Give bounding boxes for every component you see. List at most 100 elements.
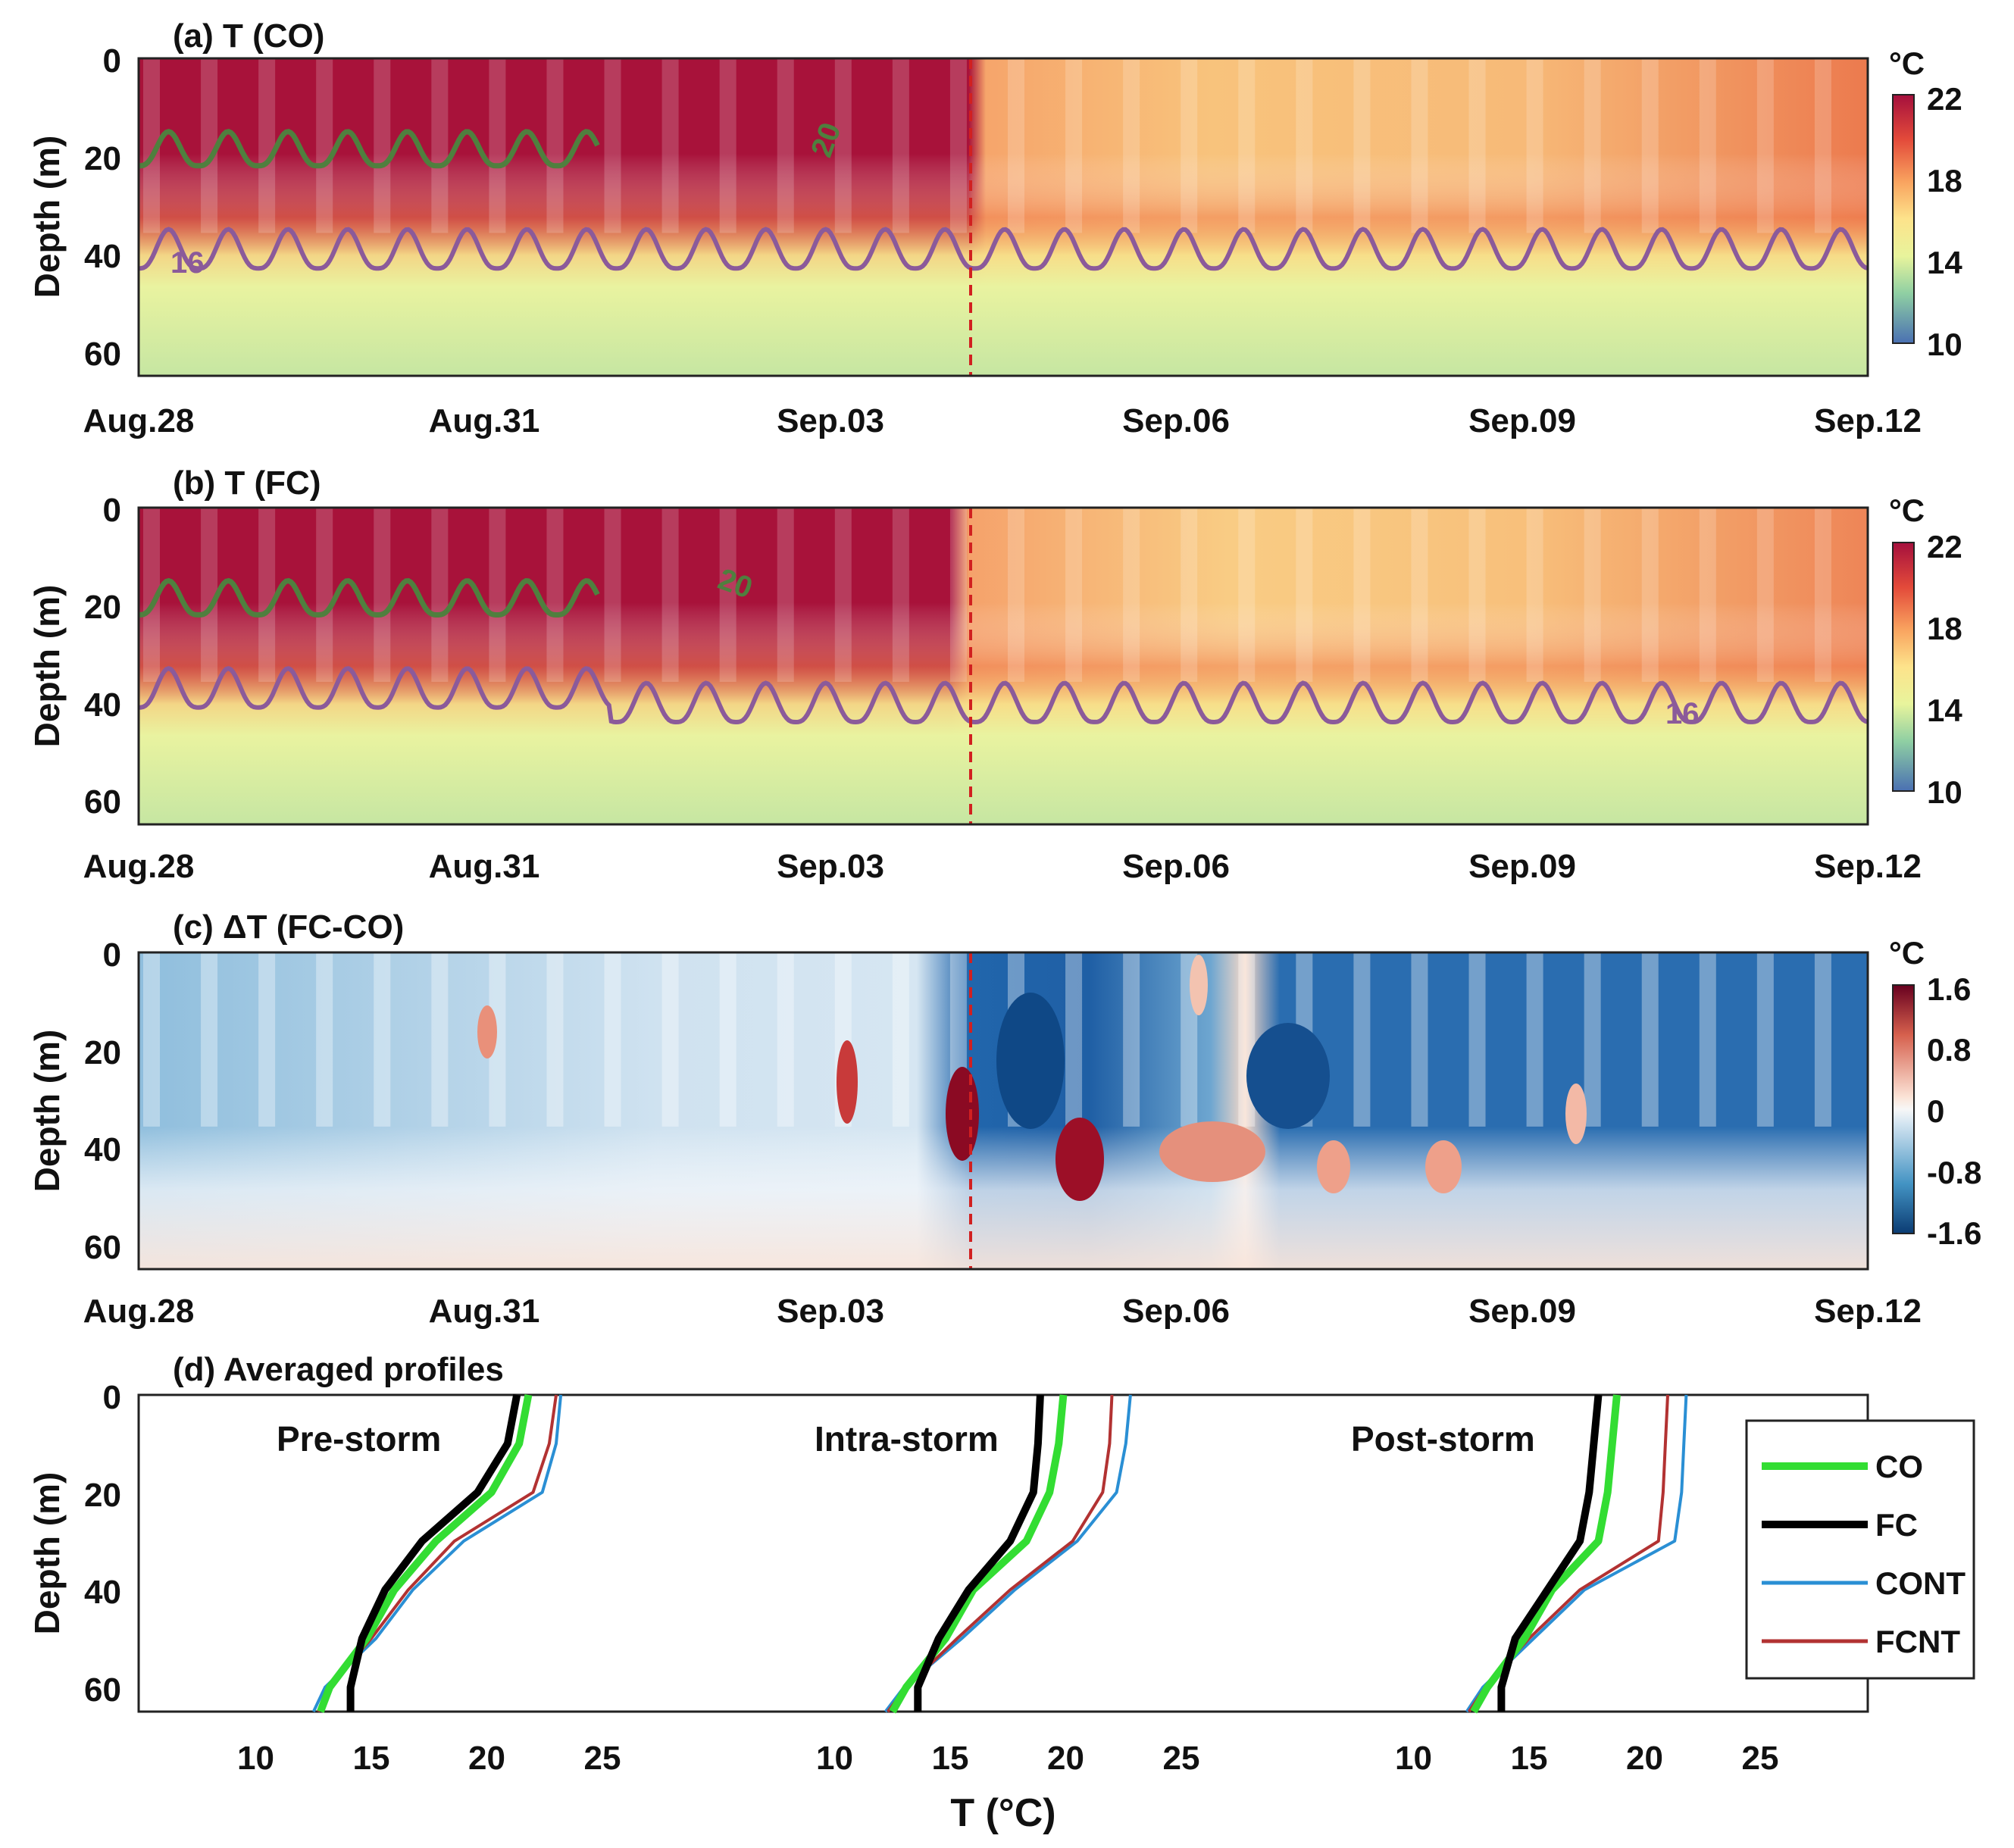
diurnal-stripe: [777, 58, 794, 233]
diurnal-stripe: [1584, 952, 1601, 1127]
panel-b-colorbar: °C 22 18 14 10: [1889, 492, 1962, 810]
panel-d-averaged-profiles: (d) Averaged profiles Depth (m) 0 20 40 …: [27, 1351, 1975, 1835]
diurnal-stripe: [1181, 508, 1198, 682]
profile-line-pre-storm-co: [317, 1394, 533, 1713]
diurnal-stripe: [1065, 508, 1083, 682]
diurnal-stripe: [258, 508, 276, 682]
panel-b-colorbar-tick: 14: [1927, 693, 1962, 728]
panel-d-profile-lines: [311, 1394, 1688, 1714]
diurnal-stripe: [834, 508, 852, 682]
panel-c-colorbar-tick: -1.6: [1927, 1215, 1981, 1251]
diurnal-stripe: [1814, 508, 1831, 682]
panel-a-isotherm-20: [139, 129, 600, 169]
panel-a-yticks: 0 20 40 60: [84, 42, 121, 373]
panel-c-depth-shading: [139, 952, 1868, 1269]
panel-c-colorbar-unit: °C: [1889, 935, 1925, 971]
panel-c-cool-patch: [996, 993, 1065, 1129]
diurnal-stripe: [143, 508, 160, 682]
panel-d-yticks: 0 20 40 60: [84, 1379, 121, 1709]
diurnal-stripe: [201, 508, 218, 682]
panel-c-xtick: Sep.06: [1122, 1293, 1230, 1330]
diurnal-stripe: [374, 508, 391, 682]
legend-label-fcnt: FCNT: [1875, 1624, 1960, 1659]
diurnal-stripe: [661, 58, 679, 233]
diurnal-stripe: [1699, 952, 1716, 1127]
panel-d-xtick: 10: [816, 1740, 853, 1777]
panel-c-anomaly-patches: [477, 955, 1587, 1201]
panel-a-xtick: Sep.03: [777, 402, 884, 439]
panel-b-xticks: Aug.28 Aug.31 Sep.03 Sep.06 Sep.09 Sep.1…: [83, 848, 1922, 885]
diurnal-stripe: [489, 58, 506, 233]
panel-c-xtick: Aug.28: [83, 1293, 195, 1330]
panel-a-xticks: Aug.28 Aug.31 Sep.03 Sep.06 Sep.09 Sep.1…: [83, 402, 1922, 439]
diurnal-stripe: [431, 508, 449, 682]
panel-d-ylabel: Depth (m): [27, 1472, 67, 1635]
panel-c-warm-patch: [1317, 1140, 1350, 1193]
panel-c-title: (c) ΔT (FC-CO): [173, 908, 404, 946]
panel-a-ytick: 60: [84, 336, 121, 373]
panel-c-ylabel: Depth (m): [27, 1030, 67, 1193]
panel-a-ytick: 0: [103, 42, 121, 80]
panel-b-temperature-fc: 20 16 (b) T (FC) Depth (m) 0 20 40 60 Au…: [27, 464, 1962, 885]
panel-d-ytick: 20: [84, 1477, 121, 1514]
diurnal-stripe: [1526, 952, 1543, 1127]
panel-a-xtick: Sep.12: [1814, 402, 1922, 439]
panel-d-ytick: 0: [103, 1379, 121, 1416]
panel-c-colorbar-bar: [1892, 984, 1915, 1234]
panel-c-ytick: 20: [84, 1034, 121, 1071]
diurnal-stripe: [201, 952, 218, 1127]
diurnal-stripe: [949, 58, 967, 233]
diurnal-stripe: [316, 58, 333, 233]
panel-a-xtick: Sep.06: [1122, 402, 1230, 439]
diurnal-stripe: [1468, 508, 1486, 682]
panel-d-xtick: 25: [1742, 1740, 1779, 1777]
profile-line-intra-storm-fc: [914, 1394, 1044, 1712]
panel-b-depth-shading: [139, 508, 1868, 824]
diurnal-stripe: [1872, 58, 1889, 233]
diurnal-stripe: [949, 508, 967, 682]
panel-d-xtick: 20: [468, 1740, 505, 1777]
panel-b-ytick: 20: [84, 589, 121, 626]
diurnal-stripe: [1756, 952, 1774, 1127]
legend-label-co: CO: [1875, 1449, 1923, 1484]
panel-c-warm-patch: [946, 1067, 979, 1161]
panel-d-xticks: 10 15 20 25 10 15 20 25 10 15 20 25: [237, 1740, 1778, 1777]
panel-d-xtick: 15: [932, 1740, 969, 1777]
panel-c-ytick: 40: [84, 1131, 121, 1168]
panel-c-warm-patch: [477, 1005, 497, 1058]
diurnal-stripe: [1756, 508, 1774, 682]
diurnal-stripe: [604, 952, 621, 1127]
panel-c-warm-patch: [1190, 955, 1208, 1015]
diurnal-stripe: [1814, 58, 1831, 233]
panel-c-ytick: 60: [84, 1229, 121, 1266]
diurnal-stripe: [201, 58, 218, 233]
diurnal-stripe: [777, 508, 794, 682]
panel-b-xtick: Sep.03: [777, 848, 884, 885]
panel-d-xtick: 20: [1047, 1740, 1084, 1777]
diurnal-stripe: [1699, 508, 1716, 682]
panel-a-colorbar-bar: [1892, 94, 1915, 344]
diurnal-stripe: [431, 58, 449, 233]
diurnal-stripe: [1468, 58, 1486, 233]
panel-b-xtick: Sep.09: [1468, 848, 1576, 885]
panel-d-xtick: 20: [1626, 1740, 1663, 1777]
diurnal-stripe: [719, 952, 736, 1127]
panel-b-colorbar-bar: [1892, 542, 1915, 792]
panel-a-isotherm-16: [139, 227, 1868, 271]
panel-a-colorbar-tick: 22: [1927, 81, 1962, 117]
panel-c-xtick: Sep.03: [777, 1293, 884, 1330]
panel-a-xtick: Aug.31: [429, 402, 540, 439]
panel-b-frame: [137, 506, 1869, 826]
diurnal-stripe: [1814, 952, 1831, 1127]
panel-b-ytick: 60: [84, 783, 121, 821]
panel-d-xtick: 15: [353, 1740, 390, 1777]
panel-d-group-label: Intra-storm: [815, 1419, 999, 1459]
diurnal-stripe: [1641, 952, 1659, 1127]
panel-b-colorbar-tick: 10: [1927, 774, 1962, 810]
legend-label-fc: FC: [1875, 1507, 1918, 1543]
diurnal-stripe: [661, 952, 679, 1127]
diurnal-stripe: [1468, 952, 1486, 1127]
panel-b-title: (b) T (FC): [173, 464, 321, 502]
panel-c-warm-patch: [1565, 1083, 1587, 1144]
